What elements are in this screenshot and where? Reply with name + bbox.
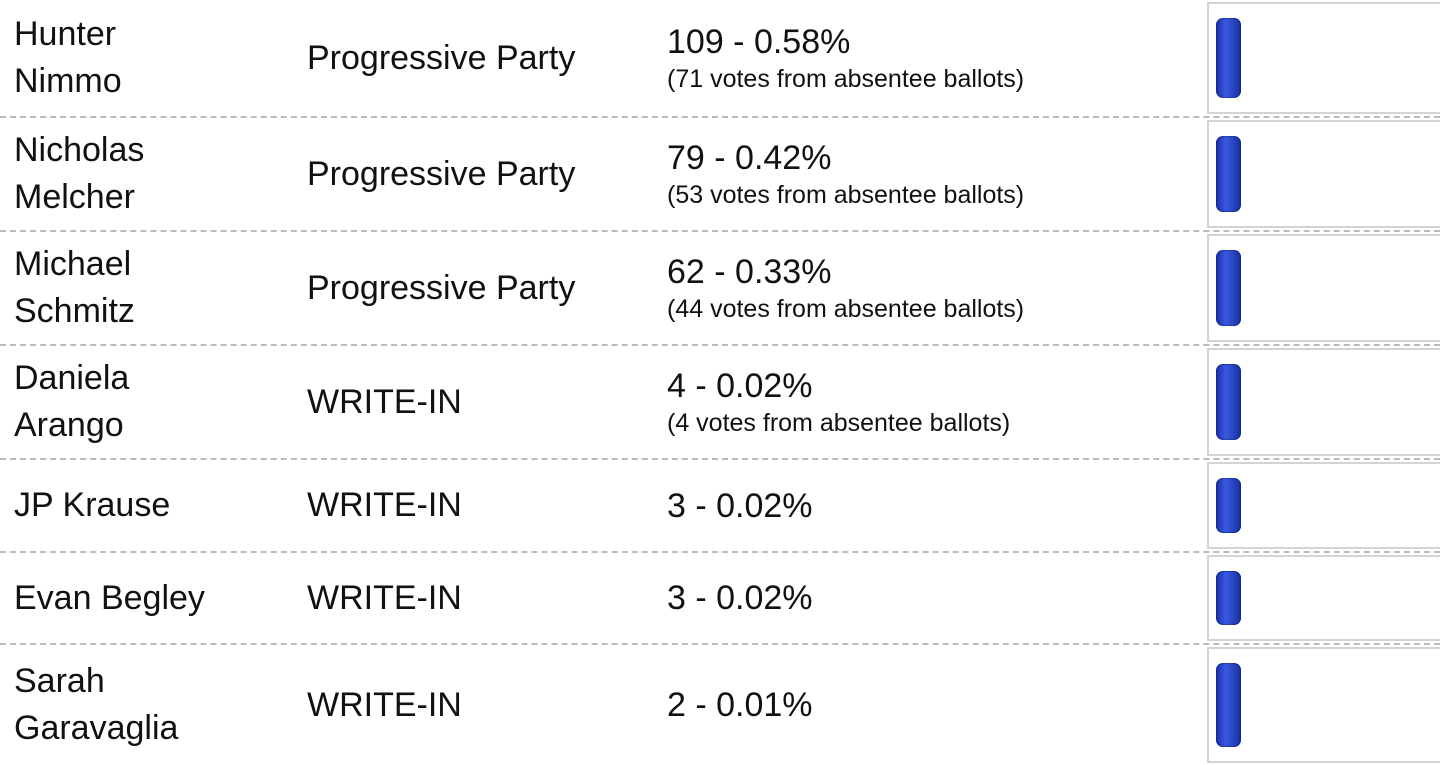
party-text: Progressive Party bbox=[307, 38, 576, 77]
vote-count: 79 - 0.42% bbox=[667, 139, 832, 177]
bar-cell bbox=[1207, 234, 1440, 342]
vote-count: 3 - 0.02% bbox=[667, 486, 813, 525]
bar-cell bbox=[1207, 2, 1440, 114]
vote-bar bbox=[1216, 663, 1241, 747]
result-row: Sarah Garavaglia WRITE-IN 2 - 0.01% bbox=[0, 645, 1440, 765]
result-row: Daniela Arango WRITE-IN 4 - 0.02% (4 votes … bbox=[0, 346, 1440, 460]
absentee-note: (44 votes from absentee ballots) bbox=[667, 295, 1025, 323]
bar-cell bbox=[1207, 555, 1440, 641]
vote-bar bbox=[1216, 364, 1241, 440]
votes: 79 - 0.42% (53 votes from absentee ballot… bbox=[667, 118, 1187, 230]
vote-count: 62 - 0.33% bbox=[667, 253, 832, 291]
candidate-name: Sarah Garavaglia bbox=[14, 645, 219, 765]
party: WRITE-IN bbox=[307, 645, 647, 765]
party-text: WRITE-IN bbox=[307, 382, 462, 421]
vote-bar bbox=[1216, 478, 1241, 533]
name-text: Michael Schmitz bbox=[14, 245, 135, 330]
party: WRITE-IN bbox=[307, 346, 647, 458]
absentee-note: (53 votes from absentee ballots) bbox=[667, 181, 1025, 209]
party-text: WRITE-IN bbox=[307, 486, 462, 524]
name-text: Sarah Garavaglia bbox=[14, 662, 179, 747]
candidate-name: JP Krause bbox=[14, 460, 219, 551]
candidate-name: Nicholas Melcher bbox=[14, 118, 219, 230]
vote-count: 3 - 0.02% bbox=[667, 579, 813, 617]
vote-count: 4 - 0.02% bbox=[667, 367, 813, 405]
party: Progressive Party bbox=[307, 232, 647, 344]
votes: 2 - 0.01% bbox=[667, 645, 1187, 765]
party: WRITE-IN bbox=[307, 460, 647, 551]
vote-bar bbox=[1216, 18, 1241, 98]
result-row: Michael Schmitz Progressive Party 62 - 0.3… bbox=[0, 232, 1440, 346]
votes: 3 - 0.02% bbox=[667, 553, 1187, 643]
party-text: Progressive Party bbox=[307, 154, 576, 193]
result-row: JP Krause WRITE-IN 3 - 0.02% bbox=[0, 460, 1440, 553]
party: Progressive Party bbox=[307, 118, 647, 230]
candidate-name: Evan Begley bbox=[14, 553, 219, 643]
vote-bar bbox=[1216, 571, 1241, 625]
name-text: Hunter Nimmo bbox=[14, 15, 122, 100]
name-text: Nicholas Melcher bbox=[14, 131, 145, 216]
bar-cell bbox=[1207, 462, 1440, 549]
party-text: WRITE-IN bbox=[307, 578, 462, 617]
vote-bar bbox=[1216, 136, 1241, 212]
result-row: Evan Begley WRITE-IN 3 - 0.02% bbox=[0, 553, 1440, 645]
party-text: Progressive Party bbox=[307, 268, 576, 307]
party-text: WRITE-IN bbox=[307, 685, 462, 724]
votes: 3 - 0.02% bbox=[667, 460, 1187, 551]
votes: 4 - 0.02% (4 votes from absentee ballots) bbox=[667, 346, 1187, 458]
bar-cell bbox=[1207, 348, 1440, 456]
party: WRITE-IN bbox=[307, 553, 647, 643]
candidate-name: Michael Schmitz bbox=[14, 232, 219, 344]
bar-cell bbox=[1207, 647, 1440, 763]
vote-bar bbox=[1216, 250, 1241, 326]
result-row: Hunter Nimmo Progressive Party 109 - 0.58%… bbox=[0, 0, 1440, 118]
name-text: Evan Begley bbox=[14, 578, 205, 617]
name-text: Daniela Arango bbox=[14, 359, 130, 444]
party: Progressive Party bbox=[307, 0, 647, 116]
bar-cell bbox=[1207, 120, 1440, 228]
candidate-name: Hunter Nimmo bbox=[14, 0, 219, 116]
name-text: JP Krause bbox=[14, 486, 171, 524]
votes: 109 - 0.58% (71 votes from absentee ballo… bbox=[667, 0, 1187, 116]
result-row: Nicholas Melcher Progressive Party 79 - 0.… bbox=[0, 118, 1440, 232]
votes: 62 - 0.33% (44 votes from absentee ballot… bbox=[667, 232, 1187, 344]
vote-count: 2 - 0.01% bbox=[667, 686, 813, 724]
candidate-name: Daniela Arango bbox=[14, 346, 219, 458]
vote-count: 109 - 0.58% bbox=[667, 23, 851, 61]
absentee-note: (4 votes from absentee ballots) bbox=[667, 409, 1011, 437]
absentee-note: (71 votes from absentee ballots) bbox=[667, 65, 1025, 93]
